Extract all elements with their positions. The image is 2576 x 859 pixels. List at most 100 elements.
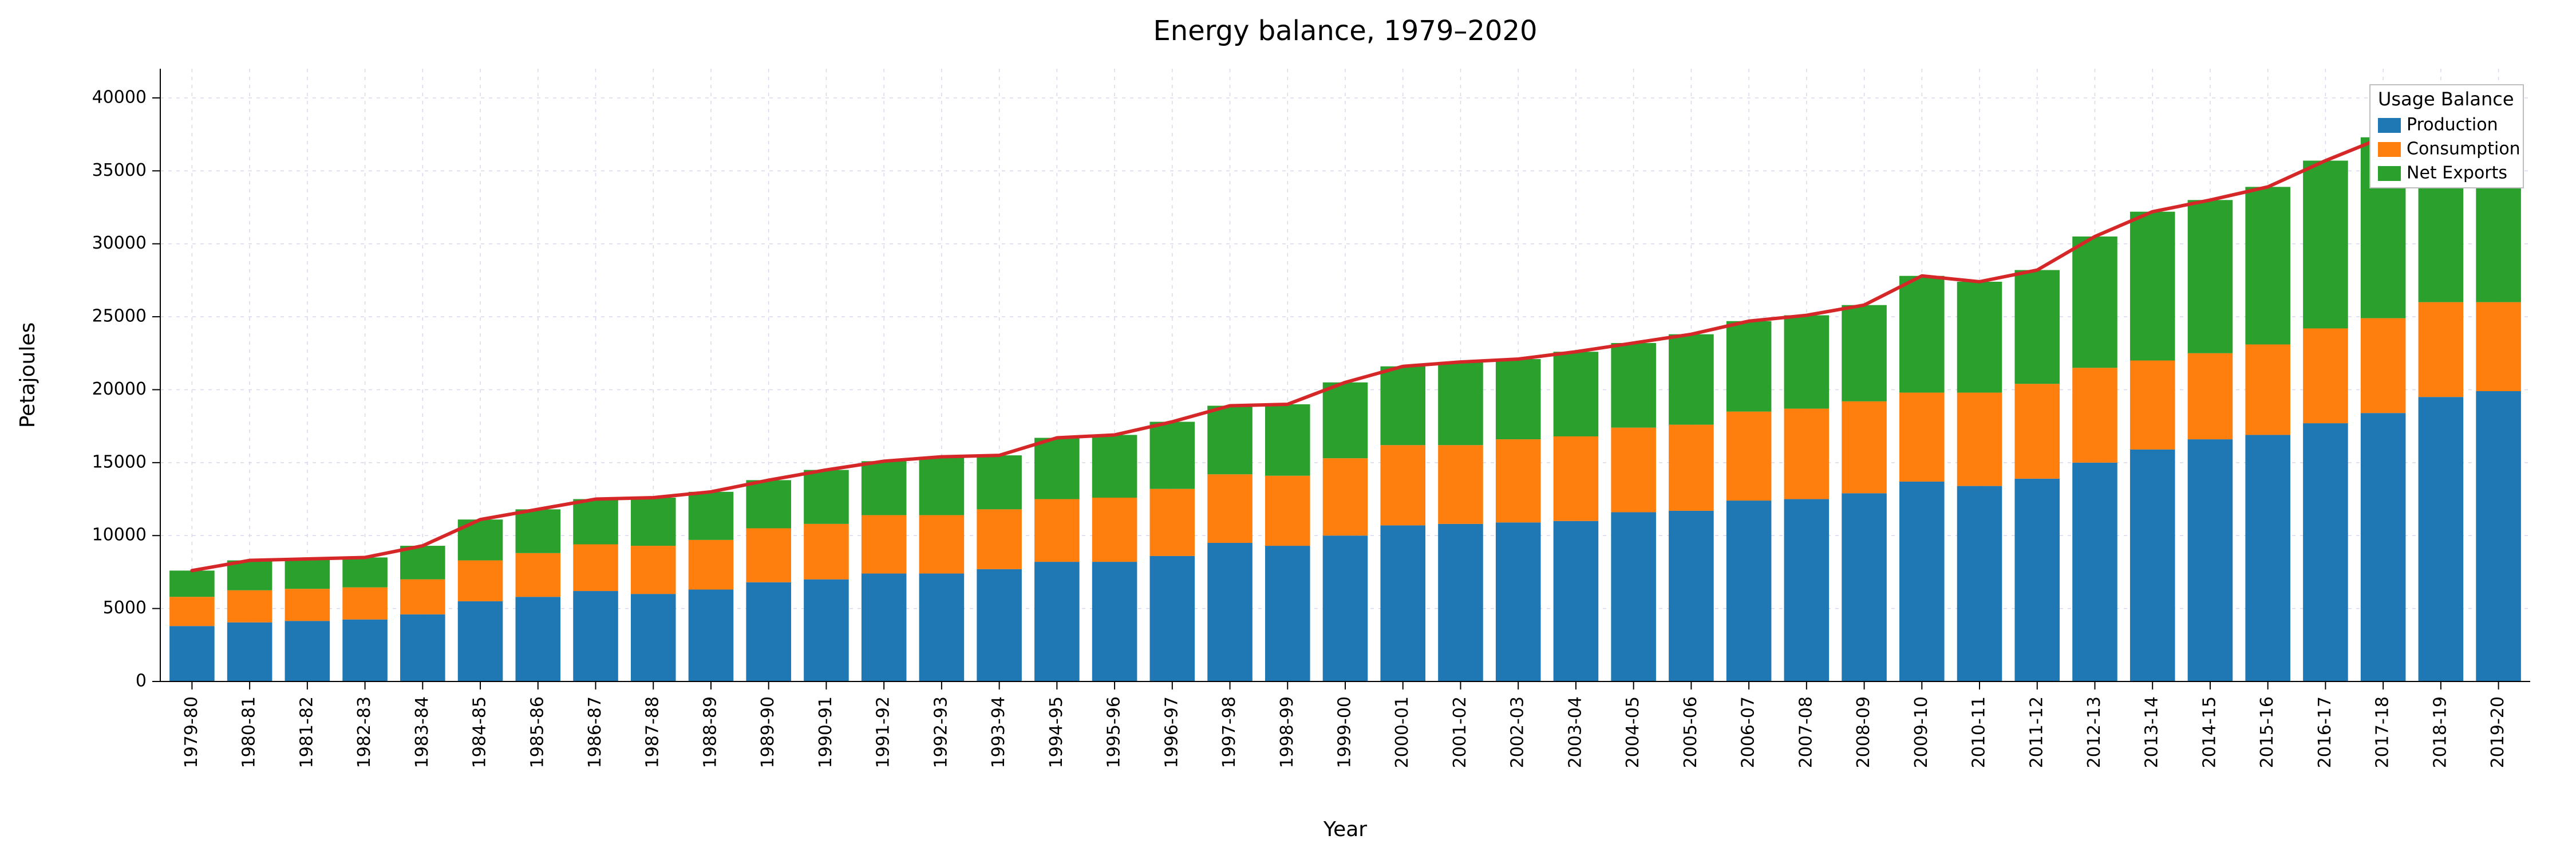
bar-net-exports (1438, 362, 1483, 445)
bar-net-exports (2303, 161, 2348, 329)
legend-label: Consumption (2407, 139, 2520, 159)
bar-production (919, 573, 965, 681)
bar-consumption (1496, 439, 1541, 522)
x-tick-label: 1999-00 (1335, 696, 1355, 768)
x-tick-label: 1982-83 (354, 696, 374, 768)
bar-production (631, 594, 676, 681)
x-tick-label: 1981-82 (297, 696, 317, 768)
bar-consumption (1554, 436, 1599, 521)
y-tick-label: 0 (136, 671, 147, 691)
y-tick-label: 30000 (92, 233, 147, 253)
bar-production (1611, 512, 1656, 681)
bar-consumption (1323, 458, 1368, 535)
chart-container: { "chart": { "type": "stacked-bar-with-l… (0, 0, 2576, 859)
y-tick-label: 25000 (92, 306, 147, 326)
bar-net-exports (1957, 282, 2002, 393)
legend-label: Production (2407, 115, 2498, 135)
x-tick-label: 2014-15 (2199, 696, 2219, 768)
bar-production (1034, 562, 1080, 681)
bar-consumption (2303, 328, 2348, 423)
bar-consumption (631, 546, 676, 594)
bar-net-exports (1323, 383, 1368, 458)
bar-net-exports (1150, 422, 1195, 489)
bar-net-exports (1899, 276, 1945, 393)
bar-consumption (342, 588, 388, 620)
bar-consumption (516, 553, 561, 597)
bar-consumption (1265, 476, 1310, 546)
bar-consumption (2188, 353, 2233, 439)
bar-net-exports (1611, 343, 1656, 428)
bar-net-exports (1842, 305, 1887, 401)
x-tick-label: 1985-86 (527, 696, 547, 768)
bar-production (1380, 525, 1425, 681)
bar-consumption (2419, 302, 2464, 397)
x-tick-label: 2005-06 (1681, 696, 1701, 768)
bar-production (400, 614, 445, 681)
bar-net-exports (516, 509, 561, 553)
x-tick-label: 2004-05 (1623, 696, 1643, 768)
legend-swatch (2378, 166, 2401, 181)
y-tick-label: 40000 (92, 87, 147, 107)
bar-net-exports (169, 570, 215, 597)
bar-consumption (2361, 318, 2406, 413)
bar-consumption (2014, 384, 2060, 479)
x-tick-label: 1995-96 (1104, 696, 1124, 768)
bar-production (573, 591, 618, 681)
bar-consumption (1438, 445, 1483, 524)
y-tick-label: 15000 (92, 452, 147, 472)
bar-consumption (1669, 425, 1714, 511)
bar-production (804, 580, 849, 681)
bar-production (1726, 501, 1772, 681)
x-tick-label: 1979-80 (181, 696, 202, 768)
legend-title: Usage Balance (2378, 88, 2514, 110)
x-tick-label: 1988-89 (700, 696, 720, 768)
bar-production (285, 621, 330, 681)
bar-net-exports (285, 559, 330, 589)
bar-net-exports (573, 499, 618, 545)
x-tick-label: 1983-84 (412, 696, 432, 768)
bar-production (2419, 397, 2464, 681)
bar-production (2303, 423, 2348, 681)
y-tick-label: 10000 (92, 525, 147, 545)
x-tick-label: 1987-88 (643, 696, 663, 768)
bar-production (1150, 556, 1195, 681)
bar-net-exports (919, 457, 965, 515)
bar-production (2245, 435, 2290, 681)
x-tick-label: 2011-12 (2026, 696, 2046, 768)
x-tick-label: 1998-99 (1277, 696, 1297, 768)
bar-production (746, 582, 791, 681)
bar-consumption (862, 515, 907, 574)
x-tick-label: 1980-81 (239, 696, 259, 768)
bar-net-exports (1669, 334, 1714, 425)
x-tick-label: 2001-02 (1450, 696, 1470, 768)
bar-production (2014, 479, 2060, 681)
x-tick-label: 1996-97 (1161, 696, 1182, 768)
x-axis-label: Year (1323, 818, 1367, 841)
bar-net-exports (1265, 404, 1310, 476)
bar-production (2072, 463, 2117, 681)
bar-production (342, 620, 388, 681)
x-tick-label: 2018-19 (2430, 696, 2450, 768)
bar-net-exports (1092, 435, 1137, 498)
bar-production (1323, 535, 1368, 681)
bar-production (1554, 521, 1599, 681)
bar-consumption (689, 540, 734, 590)
bar-net-exports (977, 455, 1022, 509)
bar-production (1207, 543, 1253, 681)
x-tick-label: 1992-93 (931, 696, 951, 768)
bar-net-exports (862, 461, 907, 515)
chart-title: Energy balance, 1979–2020 (1153, 15, 1537, 47)
bar-production (1265, 546, 1310, 681)
bar-net-exports (342, 557, 388, 587)
legend-swatch (2378, 118, 2401, 133)
bar-net-exports (2130, 212, 2175, 361)
x-tick-label: 2009-10 (1911, 696, 1931, 768)
bar-production (689, 590, 734, 682)
bar-consumption (1207, 474, 1253, 543)
y-tick-label: 20000 (92, 379, 147, 399)
bar-production (458, 601, 503, 681)
bar-net-exports (2014, 270, 2060, 384)
bar-consumption (2245, 345, 2290, 435)
x-tick-label: 2015-16 (2257, 696, 2277, 768)
bar-consumption (2476, 302, 2521, 391)
